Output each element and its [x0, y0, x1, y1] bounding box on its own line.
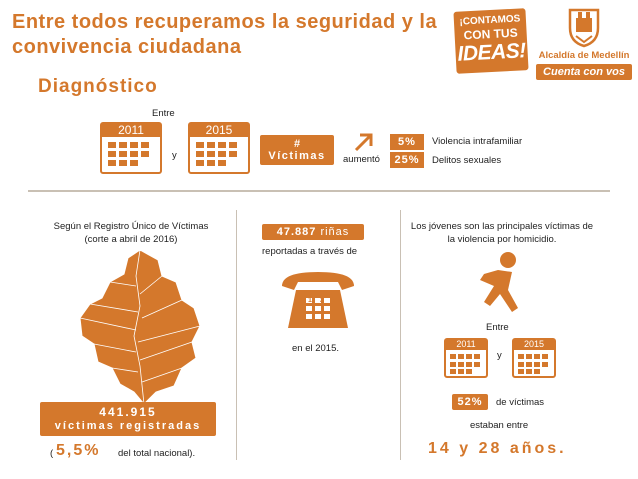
increased-label: aumentó	[343, 154, 380, 165]
calendar-icon	[444, 338, 488, 378]
registered-label: víctimas registradas	[54, 420, 202, 432]
calendar-icon-2011-small: 2011	[444, 338, 488, 378]
stat2-value: 25%	[390, 152, 424, 168]
victims-label: Víctimas	[268, 150, 326, 162]
phone-key-1: 1	[308, 297, 312, 304]
pct-open-paren: (	[50, 448, 54, 459]
campaign-line-3: IDEAS!	[456, 39, 527, 66]
national-pct-value: 5,5%	[56, 442, 101, 459]
calendar-icon-2011: 2011	[100, 122, 162, 174]
registry-intro: Según el Registro Único de Víctimas (cor…	[53, 221, 209, 245]
year-start: 2011	[118, 123, 144, 137]
horizontal-divider	[28, 190, 610, 192]
fights-value: 47.887	[276, 226, 317, 238]
stat1-value: 5%	[390, 134, 424, 150]
stat2-label: Delitos sexuales	[432, 155, 502, 166]
city-logo: Alcaldía de Medellín Cuenta con vos	[534, 6, 634, 86]
fallen-person-icon	[480, 252, 518, 312]
age-range: 14 y 28 años.	[428, 440, 567, 457]
victims-box: # Víctimas	[260, 135, 334, 165]
victims-hash: #	[293, 138, 301, 150]
calendar-icon	[188, 122, 250, 174]
right-year-start: 2011	[456, 339, 476, 349]
campaign-badge: ¡CONTAMOS CON TUS IDEAS!	[453, 8, 529, 74]
fights-box: 47.887 riñas	[262, 224, 364, 240]
entre-label: Entre	[152, 108, 175, 119]
youth-pct-value: 52%	[452, 394, 488, 410]
stat1-label: Violencia intrafamiliar	[432, 136, 523, 147]
year-end: 2015	[205, 123, 233, 137]
arrow-up-right-icon	[354, 133, 373, 152]
org-slogan: Cuenta con vos	[536, 64, 632, 80]
vertical-divider-right	[400, 210, 401, 460]
phone-keys: 1 2 3	[307, 297, 337, 306]
right-year-end: 2015	[523, 339, 545, 349]
youth-pct-label: de víctimas	[496, 397, 545, 408]
national-pct-label: del total nacional).	[118, 448, 196, 459]
youth-intro: Los jóvenes son las principales víctimas…	[410, 221, 594, 245]
between-label: estaban entre	[470, 420, 529, 431]
org-name: Alcaldía de Medellín	[538, 50, 630, 61]
calendar-icon-2015-small: 2015	[512, 338, 556, 378]
registered-victims-box: 441.915 víctimas registradas	[40, 402, 216, 436]
section-title: Diagnóstico	[38, 76, 158, 97]
vertical-divider-left	[236, 210, 237, 460]
coat-of-arms-icon	[568, 8, 600, 48]
phone-key-3: 3	[332, 297, 336, 304]
year-2015-label: en el 2015.	[292, 343, 340, 354]
phone-key-2: 2	[320, 297, 324, 304]
city-map-icon	[79, 249, 201, 405]
reported-label: reportadas a través de	[262, 246, 358, 257]
calendar-icon	[100, 122, 162, 174]
calendar-icon	[512, 338, 556, 378]
y-connector: y	[172, 150, 177, 161]
registered-count: 441.915	[99, 405, 157, 419]
calendar-icon-2015: 2015	[188, 122, 250, 174]
fights-word: riñas	[320, 226, 350, 238]
right-entre-label: Entre	[486, 322, 509, 333]
right-y-connector: y	[497, 350, 502, 361]
page-title: Entre todos recuperamos la seguridad y l…	[12, 11, 438, 58]
telephone-icon	[282, 272, 354, 328]
